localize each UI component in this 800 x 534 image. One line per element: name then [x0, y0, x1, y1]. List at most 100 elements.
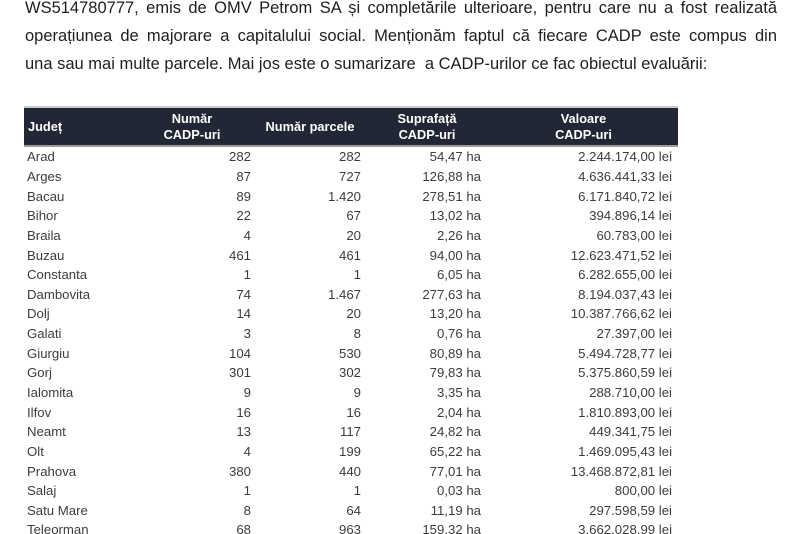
- table-cell: 20: [346, 227, 361, 243]
- table-cell: 1: [243, 267, 251, 283]
- table-cell: 4: [243, 443, 251, 459]
- table-row: Dambovita 74 1.467 277,63 ha 8.194.037,43 le…: [24, 284, 678, 304]
- table-row: Galati 3 8 0,76 ha 27.397,00 lei: [24, 324, 678, 344]
- table-cell: Satu Mare: [27, 502, 88, 518]
- column-header-numar-cadp-uri: Număr CADP-uri: [129, 106, 255, 147]
- table-cell: 117: [339, 424, 361, 440]
- table-cell: 6.282.655,00 lei: [578, 267, 672, 283]
- intro-line-2: operațiunea de majorare a capitalului so…: [25, 27, 777, 45]
- table-cell: Buzau: [27, 247, 65, 263]
- table-cell: 94,00 ha: [429, 247, 481, 263]
- table-header: Județ Număr CADP-uri Număr parcele Supra…: [24, 106, 678, 147]
- table-cell: 6,05 ha: [437, 267, 481, 283]
- table-cell: 288.710,00 lei: [589, 385, 672, 400]
- table-cell: 5.494.728,77 lei: [578, 345, 672, 361]
- table-cell: 68: [236, 522, 251, 534]
- table-cell: Arges: [27, 168, 62, 184]
- table-cell: Dolj: [27, 306, 50, 322]
- table-cell: 16: [236, 404, 251, 420]
- table-cell: 302: [338, 365, 361, 381]
- table-header-row: Județ Număr CADP-uri Număr parcele Supra…: [24, 106, 678, 147]
- table-cell: Salaj: [27, 483, 57, 499]
- table-cell: 54,47 ha: [429, 149, 481, 165]
- table-cell: 159,32 ha: [422, 522, 481, 534]
- table-cell: Gorj: [27, 365, 52, 381]
- column-header-numar-parcele: Număr parcele: [255, 106, 365, 147]
- table-cell: 2.244.174,00 lei: [578, 149, 672, 165]
- table-cell: 394.896,14 lei: [589, 208, 672, 224]
- table-cell: 80,89 ha: [429, 345, 481, 361]
- table-cell: Braila: [27, 227, 61, 243]
- column-header-suprafata-cadp-uri: Suprafață CADP-uri: [365, 106, 489, 147]
- table-cell: 22: [236, 208, 251, 224]
- table-cell: 8: [243, 502, 251, 518]
- table-row: Giurgiu 104 530 80,89 ha 5.494.728,77 lei: [24, 343, 678, 363]
- table-cell: Bihor: [27, 208, 58, 224]
- table-row: Neamt 13 117 24,82 ha 449.341,75 lei: [24, 422, 678, 442]
- table-cell: Ialomita: [27, 385, 74, 400]
- table-cell: 3,35 ha: [437, 385, 481, 400]
- table-cell: 5.375.860,59 lei: [578, 365, 672, 381]
- intro-line-1: WS514780777, emis de OMV Petrom SA și co…: [25, 0, 777, 17]
- table-cell: 9: [353, 385, 361, 400]
- table-row: Salaj 1 1 0,03 ha 800,00 lei: [24, 481, 678, 501]
- table-row: Bihor 22 67 13,02 ha 394.896,14 lei: [24, 206, 678, 226]
- table-cell: 27.397,00 lei: [596, 326, 672, 342]
- table-row: Gorj 301 302 79,83 ha 5.375.860,59 lei: [24, 363, 678, 383]
- table-cell: 530: [338, 345, 361, 361]
- table-row: Olt 4 199 65,22 ha 1.469.095,43 lei: [24, 442, 678, 462]
- table-cell: 8.194.037,43 lei: [578, 286, 672, 302]
- intro-line-3: una sau mai multe parcele. Mai jos este …: [25, 55, 708, 73]
- table-cell: 12.623.471,52 lei: [570, 247, 672, 263]
- column-header-valoare-cadp-uri: Valoare CADP-uri: [489, 106, 678, 147]
- table-cell: 461: [338, 247, 361, 263]
- table-cell: Ilfov: [27, 404, 52, 420]
- column-header-judet: Județ: [24, 106, 129, 147]
- table-cell: Constanta: [27, 267, 88, 283]
- table-cell: 11,19 ha: [430, 502, 481, 518]
- table-cell: 380: [228, 463, 251, 479]
- table-cell: 4.636.441,33 lei: [578, 168, 672, 184]
- table-row: Arad 282 282 54,47 ha 2.244.174,00 lei: [24, 146, 678, 167]
- table-cell: 74: [236, 286, 251, 302]
- table-cell: 0,03 ha: [437, 483, 481, 499]
- table-row: Dolj 14 20 13,20 ha 10.387.766,62 lei: [24, 304, 678, 324]
- table-cell: 6.171.840,72 lei: [578, 188, 672, 204]
- table-cell: 24,82 ha: [429, 424, 481, 440]
- table-row: Bacau 89 1.420 278,51 ha 6.171.840,72 lei: [24, 186, 678, 206]
- table-cell: 67: [346, 208, 361, 224]
- table-cell: Prahova: [27, 463, 77, 479]
- table-cell: 77,01 ha: [429, 463, 481, 479]
- table-row: Ilfov 16 16 2,04 ha 1.810.893,00 lei: [24, 402, 678, 422]
- table-cell: 2,26 ha: [437, 227, 481, 243]
- table-cell: 1.420: [327, 188, 361, 204]
- table-cell: Galati: [27, 326, 62, 342]
- table-cell: 9: [243, 385, 251, 400]
- table-cell: Neamt: [27, 424, 66, 440]
- table-row: Constanta 1 1 6,05 ha 6.282.655,00 lei: [24, 265, 678, 285]
- table-cell: 79,83 ha: [429, 365, 481, 381]
- table-cell: 2,04 ha: [437, 404, 481, 420]
- table-cell: Arad: [27, 149, 55, 165]
- cadp-summary-table: Județ Număr CADP-uri Număr parcele Supra…: [24, 106, 678, 534]
- table-cell: 8: [353, 326, 361, 342]
- table-cell: 4: [243, 227, 251, 243]
- intro-paragraph: WS514780777, emis de OMV Petrom SA și co…: [25, 0, 777, 78]
- table-cell: 297.598,59 lei: [589, 502, 672, 518]
- table-cell: 1: [353, 267, 361, 283]
- table-cell: 16: [346, 404, 361, 420]
- table-cell: 440: [338, 463, 361, 479]
- table-cell: 104: [228, 345, 251, 361]
- table-cell: 1.810.893,00 lei: [578, 404, 672, 420]
- table-cell: 1.469.095,43 lei: [578, 443, 672, 459]
- table-cell: 461: [228, 247, 251, 263]
- table-cell: Dambovita: [27, 286, 91, 302]
- table-cell: 0,76 ha: [437, 326, 481, 342]
- table-cell: 13.468.872,81 lei: [570, 463, 672, 479]
- table-body: Arad 282 282 54,47 ha 2.244.174,00 lei Arges 8…: [24, 146, 678, 534]
- table-cell: 20: [346, 306, 361, 322]
- table-cell: 64: [346, 502, 361, 518]
- table-cell: 1.467: [327, 286, 361, 302]
- table-cell: 13: [236, 424, 251, 440]
